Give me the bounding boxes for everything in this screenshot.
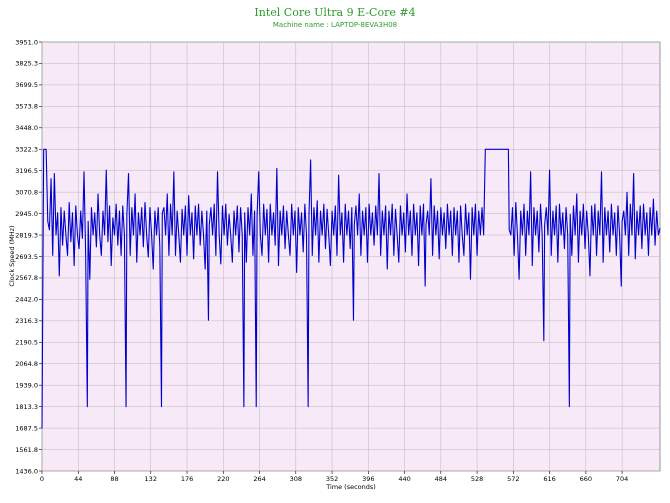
x-tick-label: 660 [580, 475, 592, 483]
y-tick-label: 2190.5 [15, 339, 38, 347]
x-tick-label: 264 [253, 475, 265, 483]
y-tick-label: 3825.3 [15, 60, 38, 68]
x-tick-label: 176 [181, 475, 193, 483]
y-tick-label: 2064.8 [15, 360, 38, 368]
y-tick-label: 3322.3 [15, 146, 38, 154]
y-tick-label: 1687.5 [15, 424, 38, 432]
x-tick-label: 0 [40, 475, 44, 483]
x-tick-label: 440 [398, 475, 410, 483]
y-tick-label: 3951.0 [15, 38, 38, 46]
x-tick-label: 352 [326, 475, 338, 483]
x-tick-label: 44 [74, 475, 82, 483]
x-tick-label: 220 [217, 475, 229, 483]
series-layer [41, 148, 661, 429]
y-tick-label: 1813.3 [15, 403, 38, 411]
y-tick-label: 2819.3 [15, 231, 38, 239]
y-tick-label: 2693.5 [15, 253, 38, 261]
y-tick-label: 3573.8 [15, 103, 38, 111]
x-tick-label: 616 [543, 475, 555, 483]
x-tick-label: 528 [471, 475, 483, 483]
chart-title: Intel Core Ultra 9 E-Core #4 [254, 6, 415, 19]
y-tick-label: 2316.3 [15, 317, 38, 325]
x-tick-label: 704 [616, 475, 628, 483]
y-tick-label: 2442.0 [15, 296, 38, 304]
x-tick-label: 88 [110, 475, 118, 483]
y-tick-label: 3070.8 [15, 188, 38, 196]
y-tick-label: 3196.5 [15, 167, 38, 175]
x-tick-label: 308 [290, 475, 302, 483]
y-axis-label: Clock Speed (MHz) [8, 225, 16, 286]
x-tick-label: 132 [145, 475, 157, 483]
y-tick-label: 1939.0 [15, 382, 38, 390]
grid-lines [41, 41, 660, 472]
y-tick-label: 3448.0 [15, 124, 38, 132]
y-tick-label: 2945.0 [15, 210, 38, 218]
y-tick-label: 1561.8 [15, 446, 38, 454]
x-axis-label: Time (seconds) [325, 483, 376, 491]
y-tick-label: 1436.0 [15, 467, 38, 475]
series-line [41, 148, 661, 429]
x-tick-label: 484 [435, 475, 447, 483]
x-tick-label: 396 [362, 475, 374, 483]
y-tick-label: 2567.8 [15, 274, 38, 282]
y-tick-label: 3699.5 [15, 81, 38, 89]
axis-ticks: 1436.0 1561.8 1687.5 1813.3 1939.0 2064.8 2190… [15, 38, 628, 483]
x-tick-label: 572 [507, 475, 519, 483]
chart-subtitle: Machine name : LAPTOP-8EVA3H08 [273, 21, 397, 29]
